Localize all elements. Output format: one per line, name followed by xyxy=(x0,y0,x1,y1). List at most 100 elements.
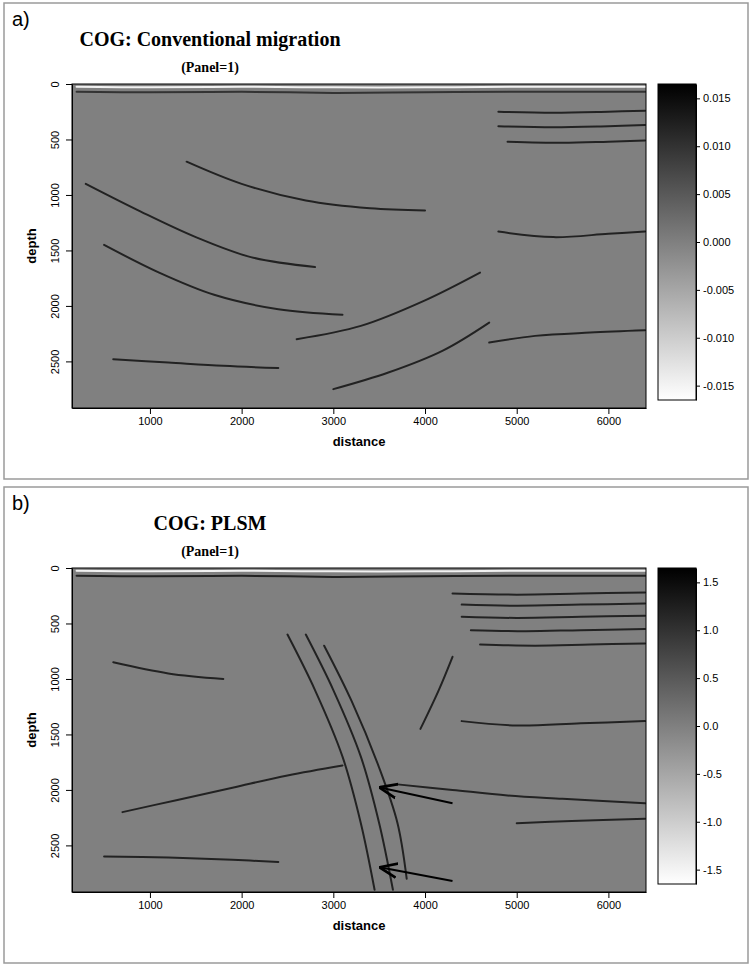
colorbar-tick-mark xyxy=(696,242,700,243)
reflectors xyxy=(77,571,645,890)
reflector xyxy=(462,604,645,606)
reflector xyxy=(508,141,646,143)
image-background xyxy=(72,568,646,892)
x-tick-label: 3000 xyxy=(322,415,346,427)
x-tick: 4000 xyxy=(413,892,437,911)
panel-letter: a) xyxy=(12,8,30,30)
panel-letter: b) xyxy=(12,492,30,514)
x-tick: 5000 xyxy=(505,408,529,427)
x-tick: 3000 xyxy=(322,408,346,427)
x-tick-label: 4000 xyxy=(413,415,437,427)
colorbar-tick: 0.5 xyxy=(696,672,718,684)
x-tick-mark xyxy=(608,892,609,898)
y-tick-mark xyxy=(66,250,72,251)
x-tick-label: 4000 xyxy=(413,899,437,911)
x-tick: 1000 xyxy=(138,892,162,911)
image-background xyxy=(72,84,646,408)
colorbar-tick-mark xyxy=(696,822,700,823)
reflector xyxy=(462,616,645,618)
colorbar-tick: -1.0 xyxy=(696,816,722,828)
x-axis-line xyxy=(73,408,647,409)
reflector xyxy=(77,92,645,93)
reflector xyxy=(77,576,645,577)
colorbar-tick-mark xyxy=(696,290,700,291)
y-tick-label: 1500 xyxy=(49,239,61,263)
x-axis-line xyxy=(73,892,647,893)
x-tick-mark xyxy=(333,892,334,898)
colorbar-tick-label: 0.000 xyxy=(703,236,731,248)
reflector xyxy=(498,232,645,238)
x-tick-mark xyxy=(242,892,243,898)
x-tick-mark xyxy=(425,408,426,414)
colorbar-tick-label: 0.005 xyxy=(703,188,731,200)
panel-border xyxy=(4,487,748,963)
x-tick: 6000 xyxy=(597,892,621,911)
reflector xyxy=(517,819,645,823)
colorbar-tick-label: -0.005 xyxy=(703,284,734,296)
x-tick: 3000 xyxy=(322,892,346,911)
y-tick-mark xyxy=(66,845,72,846)
arrow xyxy=(381,788,453,804)
colorbar-tick-label: -0.010 xyxy=(703,332,734,344)
reflector xyxy=(77,570,645,573)
y-tick: 2000 xyxy=(49,778,72,802)
y-tick-label: 500 xyxy=(49,131,61,149)
colorbar-tick-label: 1.0 xyxy=(703,624,718,636)
y-tick: 2000 xyxy=(49,294,72,318)
panel: b) COG: PLSM (Panel=1) 1000 2000 3000 4000 5000… xyxy=(4,487,748,963)
y-axis: 05001000150020002500 xyxy=(49,81,73,408)
x-tick-mark xyxy=(517,892,518,898)
x-axis: 1000 2000 3000 4000 5000 6000 xyxy=(73,408,647,427)
subtitle: (Panel=1) xyxy=(181,544,239,560)
colorbar-tick-mark xyxy=(696,194,700,195)
plot-frame xyxy=(72,84,646,408)
colorbar-tick-label: -1.0 xyxy=(703,816,722,828)
x-tick: 4000 xyxy=(413,408,437,427)
reflector xyxy=(104,245,342,315)
x-tick: 6000 xyxy=(597,408,621,427)
y-tick-label: 1500 xyxy=(49,723,61,747)
x-tick-label: 5000 xyxy=(505,415,529,427)
y-tick-mark xyxy=(66,568,72,569)
x-axis-title: distance xyxy=(333,918,386,933)
colorbar-tick-mark xyxy=(696,774,700,775)
reflector xyxy=(113,359,278,368)
reflector xyxy=(489,330,645,342)
reflector xyxy=(122,766,342,813)
colorbar-tick: 1.5 xyxy=(696,576,718,588)
y-tick-label: 1000 xyxy=(49,667,61,691)
y-tick-mark xyxy=(66,623,72,624)
x-tick-label: 2000 xyxy=(230,415,254,427)
y-axis-line xyxy=(72,85,73,409)
y-axis-title: depth xyxy=(24,228,39,263)
reflector xyxy=(104,856,278,862)
colorbar-tick-mark xyxy=(696,98,700,99)
y-tick-mark xyxy=(66,734,72,735)
x-axis-title: distance xyxy=(333,434,386,449)
colorbar-tick-mark xyxy=(696,726,700,727)
colorbar-tick-label: 0.015 xyxy=(703,92,731,104)
colorbar-axis: 1.51.00.50.0-0.5-1.0-1.5 xyxy=(696,569,722,885)
y-tick-label: 1000 xyxy=(49,183,61,207)
x-tick-label: 1000 xyxy=(138,415,162,427)
y-tick: 1500 xyxy=(49,723,72,747)
y-axis-title: depth xyxy=(24,712,39,747)
y-tick: 1000 xyxy=(49,667,72,691)
reflector xyxy=(480,643,645,645)
colorbar-tick-mark xyxy=(696,678,700,679)
reflector xyxy=(77,86,645,89)
colorbar-tick-label: 1.5 xyxy=(703,576,718,588)
colorbar-tick-label: 0.0 xyxy=(703,720,718,732)
y-tick-mark xyxy=(66,139,72,140)
reflector xyxy=(462,721,645,726)
title: COG: PLSM xyxy=(154,512,267,534)
x-tick-mark xyxy=(425,892,426,898)
y-tick: 0 xyxy=(49,81,72,87)
reflector xyxy=(297,273,480,340)
y-tick-mark xyxy=(66,306,72,307)
colorbar-axis: 0.0150.0100.0050.000-0.005-0.010-0.015 xyxy=(696,85,734,401)
reflector xyxy=(86,184,315,267)
x-tick-label: 5000 xyxy=(505,899,529,911)
x-tick-mark xyxy=(517,408,518,414)
reflector xyxy=(324,646,407,879)
